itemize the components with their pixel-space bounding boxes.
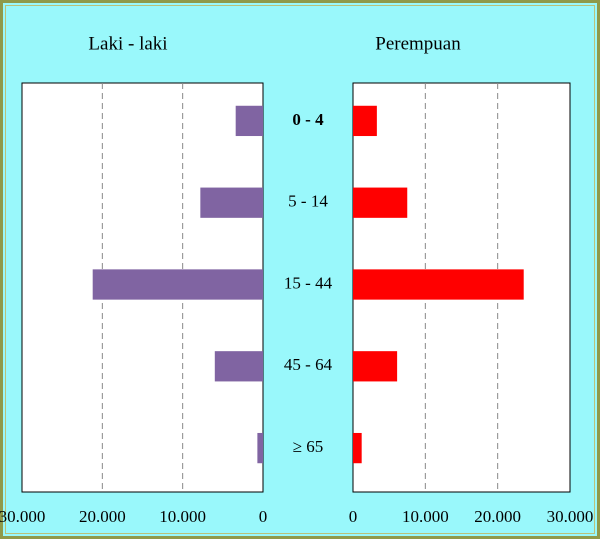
x-tick-label: 20.000 bbox=[79, 507, 126, 526]
chart-title: Perempuan bbox=[375, 33, 461, 54]
x-tick-label: 0 bbox=[259, 507, 268, 526]
x-tick-label: 10.000 bbox=[159, 507, 206, 526]
bar bbox=[353, 432, 362, 464]
bar bbox=[353, 187, 408, 218]
x-tick-label: 0 bbox=[349, 507, 358, 526]
bar bbox=[200, 187, 263, 218]
x-tick-label: 20.000 bbox=[474, 507, 521, 526]
x-tick-label: 10.000 bbox=[402, 507, 449, 526]
category-label: ≥ 65 bbox=[293, 437, 324, 456]
bar bbox=[92, 269, 264, 300]
bar bbox=[257, 432, 263, 464]
frame-inner bbox=[5, 5, 595, 534]
category-label: 45 - 64 bbox=[284, 355, 333, 374]
bar bbox=[353, 105, 377, 137]
bar bbox=[353, 269, 524, 300]
bar bbox=[214, 351, 263, 382]
category-label: 15 - 44 bbox=[284, 273, 333, 292]
x-tick-label: 30.000 bbox=[0, 507, 45, 526]
bar bbox=[235, 105, 263, 137]
x-tick-label: 30.000 bbox=[547, 507, 594, 526]
category-label: 0 - 4 bbox=[292, 110, 324, 129]
chart-title: Laki - laki bbox=[88, 33, 167, 54]
bar bbox=[353, 351, 398, 382]
category-label: 5 - 14 bbox=[288, 192, 328, 211]
